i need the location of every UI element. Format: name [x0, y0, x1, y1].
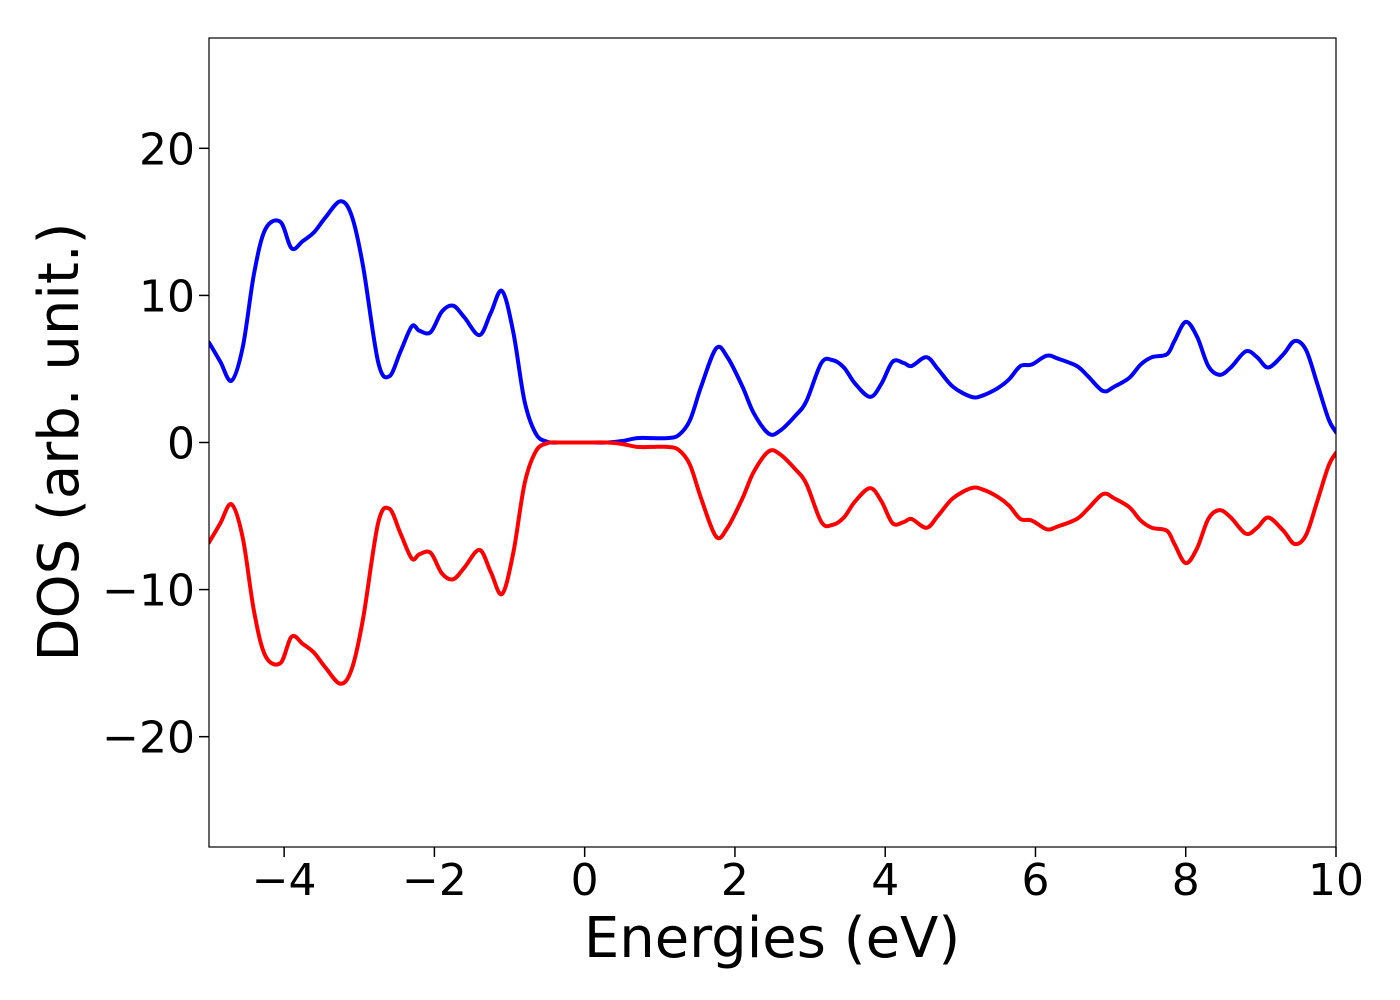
y-axis-label: DOS (arb. unit.): [27, 222, 92, 661]
y-tick-label: 0: [167, 419, 195, 470]
plot-frame: [208, 37, 1337, 848]
x-axis-label: Energies (eV): [584, 906, 960, 971]
spin-down-dos-line: [209, 440, 1336, 686]
x-tick-label: 2: [721, 855, 749, 906]
y-tick-label: −20: [102, 713, 195, 764]
spin-up-dos-line: [209, 199, 1336, 445]
x-tick-label: 10: [1308, 855, 1364, 906]
y-tick-label: 10: [139, 271, 195, 322]
x-tick-label: 4: [871, 855, 899, 906]
x-tick-label: −4: [252, 855, 317, 906]
x-tick-label: −2: [402, 855, 467, 906]
y-tick-label: 20: [139, 124, 195, 175]
x-tick-label: 0: [571, 855, 599, 906]
y-tick-label: −10: [102, 566, 195, 617]
x-tick-label: 6: [1021, 855, 1049, 906]
series-layer: [209, 199, 1336, 686]
x-tick-label: 8: [1172, 855, 1200, 906]
